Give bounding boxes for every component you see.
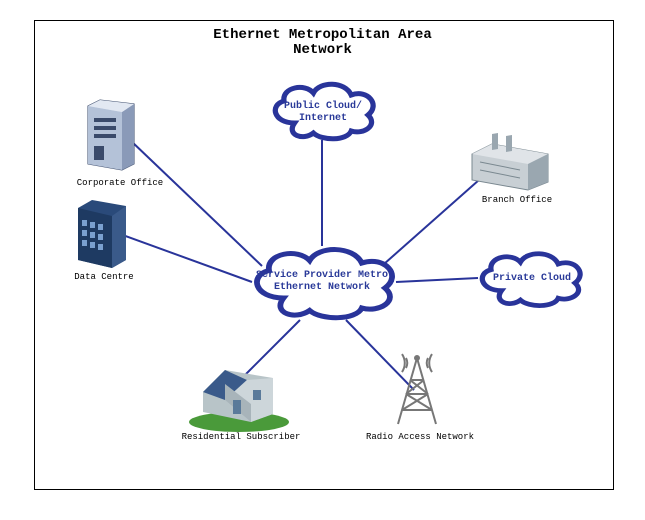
cloud-private-label: Private Cloud xyxy=(484,273,580,285)
cloud-public-text: Public Cloud/ Internet xyxy=(284,101,362,124)
cloud-public-label: Public Cloud/ Internet xyxy=(278,101,368,125)
label-radio: Radio Access Network xyxy=(360,432,480,442)
diagram-title: Ethernet Metropolitan Area Network xyxy=(0,28,645,59)
cloud-center-text: Service Provider Metro Ethernet Network xyxy=(256,270,388,293)
title-line2: Network xyxy=(293,42,352,58)
label-residential: Residential Subscriber xyxy=(176,432,306,442)
cloud-private-text: Private Cloud xyxy=(493,273,571,284)
label-corporate: Corporate Office xyxy=(70,178,170,188)
frame-border xyxy=(34,20,614,490)
diagram-canvas: Ethernet Metropolitan Area Network xyxy=(0,0,645,520)
label-branch: Branch Office xyxy=(472,195,562,205)
label-datacenter: Data Centre xyxy=(64,272,144,282)
title-line1: Ethernet Metropolitan Area xyxy=(213,27,431,43)
cloud-center-label: Service Provider Metro Ethernet Network xyxy=(252,270,392,294)
